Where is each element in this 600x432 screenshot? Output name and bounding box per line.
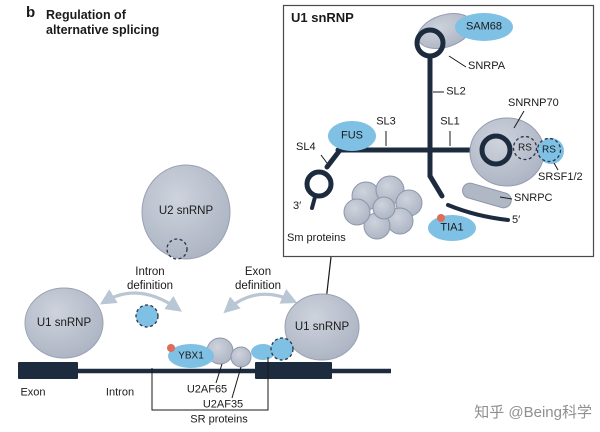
u1-snrnp-left-blob <box>24 287 104 359</box>
ybx1-phospho-dot <box>167 344 175 352</box>
inset-title: U1 snRNP <box>291 10 354 25</box>
snrpa-label: SNRPA <box>468 60 506 72</box>
sl1-label: SL1 <box>440 115 460 128</box>
u2af65-leader <box>215 363 223 384</box>
u2-snrnp-blob <box>141 164 231 260</box>
sr-protein-dashed-circle-left <box>135 304 159 328</box>
u1-snrnp-right-blob <box>284 293 360 361</box>
exon-definition-arrow <box>223 289 298 314</box>
intron-definition-label: Intron definition <box>126 266 174 292</box>
u1-snrnp-left-label: U1 snRNP <box>36 317 92 329</box>
snrnp70-blob <box>469 117 545 187</box>
rs-domains <box>512 135 564 164</box>
exon-box-left <box>18 362 78 379</box>
sr-proteins-right <box>251 337 294 361</box>
watermark: 知乎 @Being科学 <box>474 404 592 421</box>
exon-label: Exon <box>20 386 46 399</box>
u2af65-label: U2AF65 <box>186 383 228 396</box>
ybx1-label: YBX1 <box>178 350 204 362</box>
exon-definition-label: Exon definition <box>234 266 282 292</box>
sl4-label: SL4 <box>296 141 316 153</box>
sl3-label: SL3 <box>376 115 396 128</box>
exon-box-right <box>255 362 332 379</box>
sr-proteins-bracket <box>151 357 269 411</box>
u1-snrna-stems <box>304 12 510 222</box>
u2af35-label: U2AF35 <box>202 398 244 411</box>
sr-protein-dashed-circle-right <box>270 337 294 361</box>
u2-snrnp-label: U2 snRNP <box>158 205 214 217</box>
snrpc-label: SNRPC <box>514 192 553 204</box>
sr-protein-blue-oval <box>251 344 275 360</box>
main-leader-lines <box>151 357 269 411</box>
u2-dashed-circle <box>166 238 188 260</box>
sl2-label: SL2 <box>446 85 466 98</box>
snrpc-blob <box>462 182 512 209</box>
fus-blob <box>328 121 376 151</box>
u2af-blobs <box>206 337 252 368</box>
sm-protein-cluster <box>343 175 423 240</box>
intron-definition-arrow <box>99 289 182 312</box>
rs-right-dashed-circle <box>536 137 562 163</box>
pre-mrna <box>18 362 391 379</box>
sam68-label: SAM68 <box>465 20 503 33</box>
definition-arrows <box>99 289 298 314</box>
intron-label: Intron <box>105 386 135 399</box>
inset-leader-lines <box>320 55 559 200</box>
rs-left-label: RS <box>518 142 532 154</box>
ybx1-blob <box>167 344 214 368</box>
three-prime-label: 3′ <box>293 200 302 212</box>
five-prime-label: 5′ <box>512 214 521 226</box>
snrnp70-label: SNRNP70 <box>508 97 559 109</box>
srsf1-2-label: SRSF1/2 <box>538 171 583 183</box>
rs-left-dashed-circle <box>512 135 538 161</box>
fus-label: FUS <box>341 129 363 142</box>
u1-snrnp-right-label: U1 snRNP <box>294 321 350 333</box>
tia1-label: TIA1 <box>440 221 464 234</box>
sam68-blob <box>455 13 513 41</box>
panel-letter: b <box>26 4 36 21</box>
tia1-phospho-dot <box>437 214 445 222</box>
rs-right-label: RS <box>542 144 556 156</box>
sr-proteins-label: SR proteins <box>190 413 248 426</box>
u2af35-blob <box>230 346 252 368</box>
sm-proteins-label: Sm proteins <box>287 232 346 244</box>
panel-title: Regulation of alternative splicing <box>46 8 160 37</box>
tia1-blob <box>428 214 476 241</box>
u2af35-leader <box>231 366 242 399</box>
